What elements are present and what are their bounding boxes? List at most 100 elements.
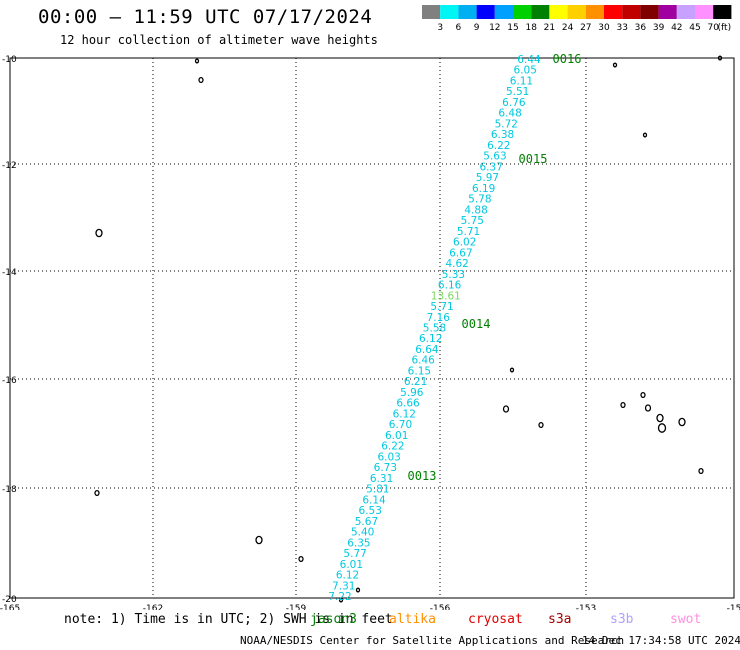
wave-height-reading: 6.14 (362, 494, 386, 506)
legend-item-jason3: jason3 (310, 612, 357, 627)
colorbar-label: 12 (489, 23, 500, 33)
colorbar-swatch (604, 5, 623, 19)
wave-height-reading: 5.78 (468, 194, 491, 206)
wave-height-reading: 6.22 (487, 140, 510, 152)
island-outline (656, 413, 664, 423)
wave-height-reading: 6.15 (408, 365, 431, 377)
wave-height-reading: 5.81 (366, 484, 389, 496)
colorbar-label: 30 (598, 23, 610, 33)
track-time-label: 0016 (553, 52, 582, 66)
wave-height-reading: 6.73 (374, 462, 397, 474)
colorbar-swatch (440, 5, 459, 19)
legend-item-swot: swot (670, 612, 702, 627)
wave-height-reading: 6.03 (377, 451, 400, 463)
wave-height-reading: 7.31 (332, 580, 355, 592)
colorbar-label: 36 (635, 23, 647, 33)
colorbar-label: 18 (525, 23, 537, 33)
island-outline (640, 391, 646, 399)
track-time-label: 0014 (462, 317, 491, 331)
track-time-label: 0015 (519, 152, 548, 166)
colorbar-label: 6 (456, 23, 462, 33)
island-outline (642, 132, 648, 138)
colorbar-label: 45 (689, 23, 700, 33)
island-outline (355, 587, 361, 593)
wave-height-reading: 6.12 (393, 408, 416, 420)
colorbar-swatch (458, 5, 477, 19)
longitude-label: -159 (286, 604, 307, 610)
colorbar-swatch (676, 5, 695, 19)
wave-height-reading: 5.71 (430, 301, 453, 313)
longitude-label: -156 (430, 604, 451, 610)
wave-height-reading: 6.01 (340, 559, 363, 571)
wave-height-reading: 5.63 (483, 151, 506, 163)
page-title: 00:00 – 11:59 UTC 07/17/2024 (38, 6, 373, 28)
footer-note: note: 1) Time is in UTC; 2) SWH is in fe… (64, 612, 393, 627)
map-frame (9, 57, 735, 599)
island-outline (509, 367, 515, 373)
longitude-label: -162 (143, 604, 163, 610)
wave-height-reading: 6.22 (381, 441, 404, 453)
latitude-label: -20 (2, 595, 17, 605)
wave-height-reading: 6.12 (419, 333, 442, 345)
wave-height-reading: 6.66 (396, 398, 420, 410)
wave-height-reading: 6.16 (438, 280, 462, 292)
wave-height-reading: 5.40 (351, 527, 374, 539)
wave-height-reading: 6.31 (370, 473, 393, 485)
latitude-label: -18 (2, 485, 17, 495)
wave-height-reading: 6.12 (336, 570, 359, 582)
island-outline (657, 423, 667, 433)
island-outline (298, 555, 304, 563)
wave-height-reading: 7.22 (328, 591, 351, 603)
wave-height-reading: 5.67 (355, 516, 378, 528)
colorbar-label: 3 (437, 23, 443, 33)
wave-height-reading: 6.35 (347, 537, 370, 549)
colorbar-swatch (640, 5, 659, 19)
wave-height-reading: 5.75 (461, 215, 484, 227)
legend-item-s3b: s3b (610, 612, 634, 627)
island-outline (698, 467, 704, 475)
wave-height-reading: 6.21 (404, 376, 427, 388)
island-outline (620, 401, 626, 409)
latitude-label: -10 (2, 55, 17, 65)
wave-height-reading: 6.11 (510, 75, 533, 87)
wave-height-reading: 4.62 (445, 258, 468, 270)
colorbar-swatch (476, 5, 495, 19)
wave-height-reading: 6.02 (453, 237, 476, 249)
wave-height-reading: 6.53 (359, 505, 382, 517)
colorbar-swatch (713, 5, 732, 19)
colorbar-swatch (622, 5, 641, 19)
legend-item-cryosat: cryosat (468, 612, 523, 627)
wave-height-reading: 6.38 (491, 129, 514, 141)
wave-height-reading: 7.16 (427, 312, 451, 324)
wave-height-reading: 5.96 (400, 387, 424, 399)
island-outline (194, 58, 200, 64)
credit-line: NOAA/NESDIS Center for Satellite Applica… (240, 634, 625, 647)
island-outline (538, 421, 544, 429)
wave-height-reading: 6.05 (514, 65, 537, 77)
wave-height-reading: 13.61 (431, 290, 461, 302)
wave-height-reading: 5.58 (423, 323, 446, 335)
wave-height-reading: 6.76 (502, 97, 526, 109)
wave-height-reading: 5.51 (506, 86, 529, 98)
colorbar-label: 9 (474, 23, 480, 33)
colorbar-label: 27 (580, 23, 591, 33)
colorbar-swatch (658, 5, 677, 19)
page-subtitle: 12 hour collection of altimeter wave hei… (60, 33, 378, 47)
island-outline (255, 535, 263, 545)
colorbar-swatch (422, 5, 441, 19)
colorbar-label: 42 (671, 23, 682, 33)
wave-height-reading: 5.71 (457, 226, 480, 238)
wave-height-reading: 6.44 (517, 54, 541, 66)
island-outline (502, 405, 510, 413)
track-time-label: 0013 (408, 469, 437, 483)
island-outline (94, 489, 100, 497)
wave-height-reading: 5.33 (442, 269, 465, 281)
wave-height-reading: 6.01 (385, 430, 408, 442)
colorbar-swatch (585, 5, 604, 19)
colorbar-label: 21 (544, 23, 555, 33)
longitude-label: -165 (0, 604, 20, 610)
colorbar-swatch (567, 5, 586, 19)
colorbar-swatch (549, 5, 568, 19)
wave-height-reading: 5.97 (476, 172, 499, 184)
colorbar-swatch (494, 5, 513, 19)
